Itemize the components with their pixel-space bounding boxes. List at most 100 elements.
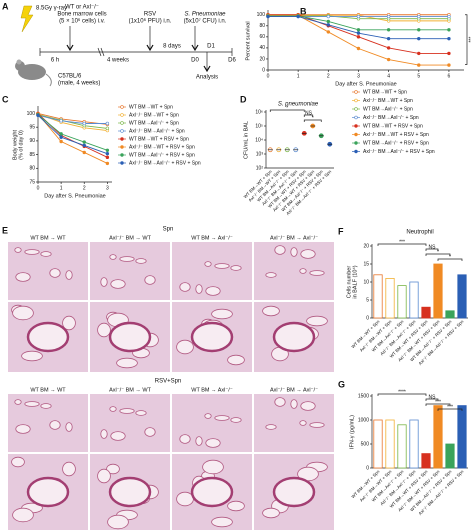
data-point	[59, 119, 63, 123]
tissue-shade	[172, 394, 252, 452]
legend-label: Axl⁻/⁻ BM→WT + Spn	[129, 112, 179, 118]
y-tick-label: 60	[259, 34, 265, 40]
significance-label: *	[449, 254, 451, 260]
tissue-shade	[254, 242, 334, 300]
significance-label: *	[286, 105, 288, 111]
bronchus	[272, 476, 316, 508]
y-tick-label: 0	[366, 465, 369, 471]
legend-marker	[120, 161, 124, 165]
data-point	[36, 113, 40, 117]
airway	[65, 422, 73, 432]
airway	[205, 286, 221, 296]
legend-marker	[354, 132, 358, 137]
data-point	[82, 150, 86, 155]
significance-bracket	[425, 398, 439, 401]
bar	[445, 443, 455, 469]
airway	[144, 275, 156, 285]
column-header: Axl⁻/⁻ BM → Axl⁻/⁻	[270, 235, 318, 241]
panel-label: E	[2, 225, 8, 235]
airway	[309, 270, 325, 276]
y-axis-label: Body weight	[12, 130, 18, 160]
legend-label: Axl⁻/⁻ BM→Axl⁻/⁻ + RSV + Spn	[363, 149, 435, 155]
data-point	[447, 51, 451, 56]
data-point	[326, 23, 331, 27]
bar	[373, 419, 383, 469]
bar	[421, 306, 431, 319]
data-point	[105, 148, 110, 153]
y-tick-label: 1000	[358, 417, 369, 423]
airway	[265, 272, 277, 278]
mouse-label: C57BL/6	[58, 74, 82, 80]
bronchus	[26, 476, 70, 508]
y-axis-label: Cells number	[346, 266, 352, 299]
data-point	[82, 140, 86, 144]
mouse-info-label: (male, 4 weeks)	[58, 81, 100, 87]
data-point	[386, 14, 391, 19]
airway	[214, 415, 230, 421]
legend-marker	[354, 107, 358, 111]
airway	[179, 282, 191, 292]
airway	[49, 268, 61, 278]
data-point	[356, 46, 361, 51]
legend-label: WT BM→Axl⁻/⁻ + RSV + Spn	[363, 140, 429, 146]
airway	[21, 350, 43, 362]
timeline	[39, 26, 233, 73]
airway	[119, 256, 135, 262]
data-point	[386, 28, 391, 32]
legend-marker	[120, 105, 124, 109]
condition-label: RSV+Spn	[155, 379, 182, 385]
y-tick-label: 80	[29, 166, 35, 172]
airway	[62, 315, 76, 331]
airway	[230, 417, 242, 423]
airway	[176, 339, 194, 355]
y-tick-label: 0	[262, 67, 265, 73]
airway	[204, 413, 212, 419]
spn-label: S. Pneumoniae	[184, 12, 226, 18]
airway	[100, 277, 108, 287]
panel-label: B	[300, 6, 307, 16]
legend-marker	[120, 145, 124, 149]
airway	[49, 420, 61, 430]
data-point	[82, 143, 86, 148]
airway	[106, 463, 120, 475]
significance-label: NS	[305, 110, 313, 116]
dose-label: 8.5Gy γ-ray	[36, 6, 67, 12]
y-axis-label: CFU/mL in BAL	[243, 121, 249, 159]
airway	[97, 322, 111, 338]
y-tick-label: 95	[29, 125, 35, 131]
legend-label: WT BM→Axl⁻/⁻ + RSV + Spn	[129, 152, 195, 158]
data-point	[447, 36, 451, 41]
bronchus	[190, 321, 234, 353]
x-tick-label: 1	[297, 73, 300, 79]
data-point	[356, 31, 361, 35]
day-label: D6	[228, 58, 236, 64]
airway	[144, 427, 156, 437]
bar	[409, 281, 419, 319]
airway	[11, 456, 25, 468]
airway	[65, 270, 73, 280]
legend-label: Axl⁻/⁻ BM→Axl⁻/⁻ + Spn	[363, 115, 419, 121]
airway	[211, 308, 233, 320]
bar	[433, 263, 443, 319]
y-tick-label: 20	[363, 243, 369, 249]
airway	[227, 500, 245, 512]
column-header: WT BM → WT	[30, 387, 66, 393]
data-point	[417, 28, 421, 32]
significance-label: *	[312, 115, 314, 121]
bar	[385, 419, 395, 469]
significance-bracket	[303, 119, 322, 122]
significance-label: ***	[447, 404, 453, 410]
x-tick-label: 0	[267, 73, 270, 79]
significance-bracket	[425, 248, 439, 251]
legend-label: WT BM→Axl⁻/⁻ + Spn	[363, 106, 413, 112]
airway	[24, 249, 40, 255]
column-header: WT BM → Axl⁻/⁻	[191, 387, 233, 393]
data-point	[447, 63, 451, 67]
data-point	[386, 36, 391, 41]
data-point	[266, 14, 270, 19]
y-tick-label: 10²	[256, 165, 264, 171]
legend-label: Axl⁻/⁻ BM→Axl⁻/⁻ + RSV + Spn	[129, 160, 201, 166]
time-label: 4 weeks	[107, 58, 129, 64]
x-tick-label: 1	[60, 185, 63, 191]
significance-bracket	[425, 253, 451, 256]
